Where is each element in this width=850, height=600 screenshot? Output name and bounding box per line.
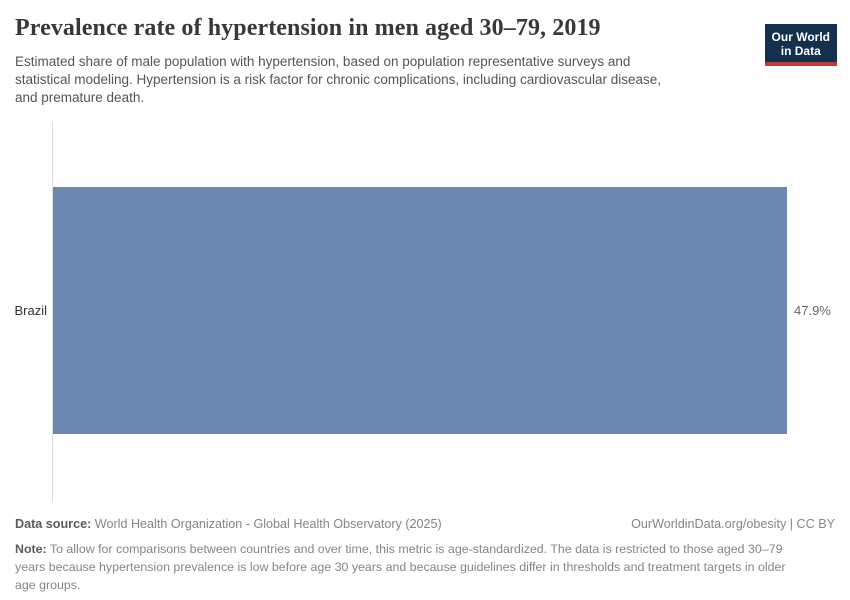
footer-note: Note: To allow for comparisons between c…: [15, 540, 835, 594]
subtitle-line-1: Estimated share of male population with …: [15, 54, 631, 69]
note-line-2: years because hypertension prevalence is…: [15, 560, 786, 574]
chart-header: Prevalence rate of hypertension in men a…: [0, 14, 850, 107]
value-label-brazil: 47.9%: [794, 303, 831, 318]
note-label: Note:: [15, 542, 47, 556]
chart-footer: Data source: World Health Organization -…: [15, 516, 835, 594]
y-axis-line: [52, 122, 53, 501]
subtitle-line-2: statistical modeling. Hypertension is a …: [15, 72, 662, 87]
owid-logo-line-1: Our World: [771, 30, 830, 44]
chart-title: Prevalence rate of hypertension in men a…: [15, 15, 601, 41]
note-line-3: age groups.: [15, 578, 81, 592]
subtitle-line-3: and premature death.: [15, 90, 145, 105]
bar-brazil[interactable]: [53, 187, 787, 434]
footer-source-row: Data source: World Health Organization -…: [15, 516, 835, 533]
owid-logo-line-2: in Data: [780, 44, 821, 58]
data-source-line: Data source: World Health Organization -…: [15, 516, 442, 533]
attribution-link[interactable]: OurWorldinData.org/obesity | CC BY: [631, 517, 835, 531]
entity-label-brazil: Brazil: [14, 303, 47, 318]
note-line-1: To allow for comparisons between countri…: [49, 542, 783, 556]
data-source-text: World Health Organization - Global Healt…: [94, 517, 442, 531]
data-source-label: Data source:: [15, 517, 92, 531]
chart-subtitle: Estimated share of male population with …: [15, 53, 775, 107]
owid-logo[interactable]: Our World in Data: [764, 24, 837, 66]
